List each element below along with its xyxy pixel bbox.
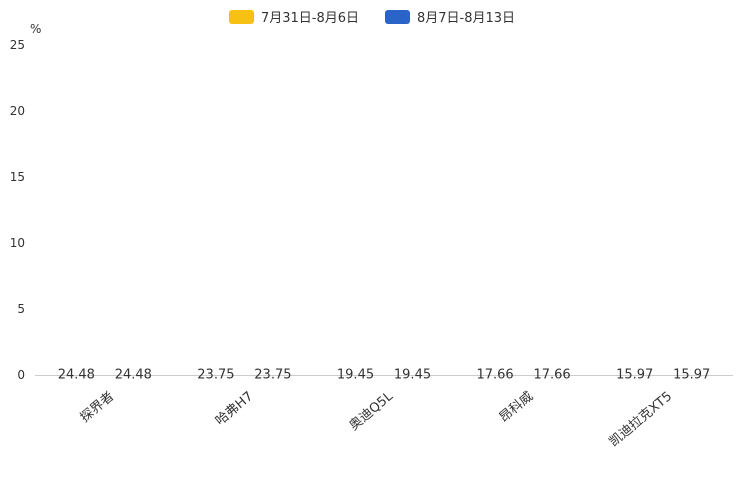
y-tick-label: 20 bbox=[9, 104, 25, 118]
legend: 7月31日-8月6日 8月7日-8月13日 bbox=[0, 7, 744, 26]
x-axis-labels: 探界者 哈弗H7 奥迪Q5L 昂科威 凯迪拉克XT5 bbox=[35, 376, 733, 486]
bar-value-label: 19.45 bbox=[393, 367, 432, 383]
x-category-label: 奥迪Q5L bbox=[346, 389, 397, 434]
legend-label-series-2: 8月7日-8月13日 bbox=[417, 11, 516, 26]
bar-value-label: 19.45 bbox=[336, 367, 375, 383]
bar-value-label: 15.97 bbox=[616, 367, 654, 383]
bar-value-label: 17.66 bbox=[533, 367, 571, 383]
bar-value-label: 23.75 bbox=[254, 367, 292, 383]
legend-swatch-blue bbox=[385, 9, 410, 24]
y-tick-label: 15 bbox=[9, 170, 25, 184]
y-tick-label: 0 bbox=[17, 368, 25, 382]
bar-value-label: 24.48 bbox=[114, 367, 152, 383]
legend-item-series-1[interactable]: 7月31日-8月6日 bbox=[228, 7, 359, 26]
y-tick-label: 25 bbox=[9, 38, 25, 52]
legend-swatch-yellow bbox=[228, 9, 254, 24]
bar-value-label: 17.66 bbox=[476, 367, 514, 383]
x-category-label: 凯迪拉克XT5 bbox=[606, 389, 676, 450]
x-category-label: 昂科威 bbox=[496, 389, 536, 426]
y-tick-label: 10 bbox=[9, 236, 25, 250]
x-category-label: 探界者 bbox=[77, 389, 118, 426]
x-category-label: 哈弗H7 bbox=[213, 389, 257, 429]
y-axis-unit-label: % bbox=[30, 22, 42, 36]
legend-item-series-2[interactable]: 8月7日-8月13日 bbox=[385, 7, 515, 26]
y-tick-label: 5 bbox=[17, 302, 25, 316]
bar-value-label: 15.97 bbox=[673, 367, 711, 383]
plot-area: 0 5 10 15 20 25 24.48 24.48 23.75 23.75 19.45 19.45… bbox=[10, 39, 733, 383]
legend-label-series-1: 7月31日-8月6日 bbox=[260, 11, 359, 26]
bar-value-label: 24.48 bbox=[57, 367, 95, 383]
bar-value-label: 23.75 bbox=[197, 367, 235, 383]
